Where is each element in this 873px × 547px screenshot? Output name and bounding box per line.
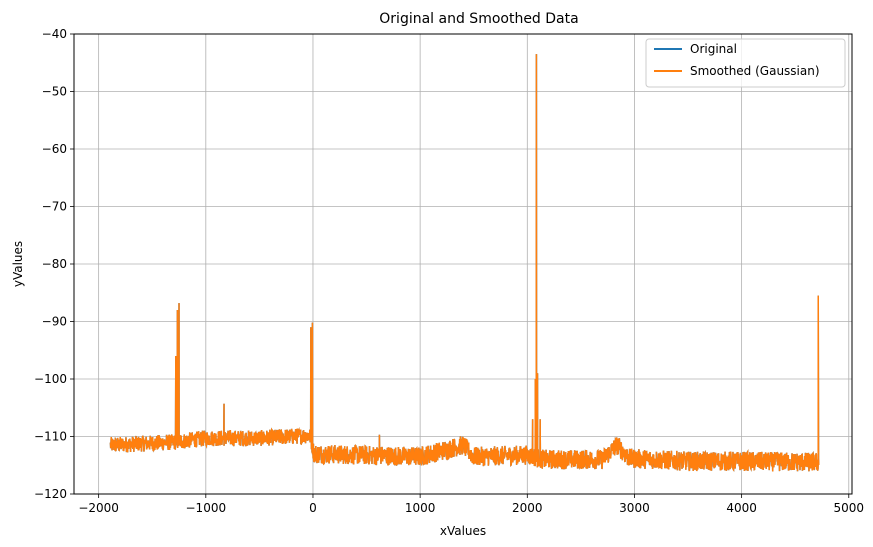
y-tick-label: −80	[42, 257, 67, 271]
y-tick-label: −50	[42, 85, 67, 99]
chart-title: Original and Smoothed Data	[379, 11, 578, 27]
series-line-smoothed	[109, 54, 820, 472]
x-tick-label: −1000	[186, 501, 227, 515]
x-tick-label: 5000	[834, 501, 865, 515]
y-axis: −120 −110 −100 −90 −80 −70 −60 −50 −40	[34, 27, 74, 501]
x-tick-label: 1000	[405, 501, 436, 515]
y-tick-label: −60	[42, 142, 67, 156]
legend: Original Smoothed (Gaussian)	[645, 38, 846, 88]
legend-box	[645, 38, 846, 88]
x-tick-label: −2000	[78, 501, 119, 515]
plot-area	[109, 54, 820, 472]
y-axis-label: yValues	[11, 241, 25, 287]
y-tick-label: −70	[42, 200, 67, 214]
x-tick-label: 3000	[619, 501, 650, 515]
y-tick-label: −100	[34, 372, 67, 386]
legend-label-original: Original	[690, 42, 737, 56]
x-tick-label: 0	[309, 501, 317, 515]
legend-label-smoothed: Smoothed (Gaussian)	[690, 64, 820, 78]
x-tick-label: 2000	[512, 501, 543, 515]
y-tick-label: −120	[34, 487, 67, 501]
y-tick-label: −40	[42, 27, 67, 41]
x-axis-label: xValues	[440, 524, 486, 538]
y-tick-label: −90	[42, 315, 67, 329]
x-axis: −2000 −1000 0 1000 2000 3000 4000 5000	[78, 494, 864, 515]
x-tick-label: 4000	[726, 501, 757, 515]
y-tick-label: −110	[34, 430, 67, 444]
